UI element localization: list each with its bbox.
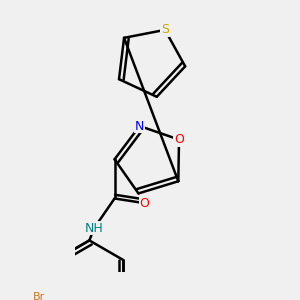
Text: O: O	[174, 133, 184, 146]
Text: NH: NH	[85, 222, 104, 235]
Text: O: O	[140, 196, 149, 210]
Text: Br: Br	[33, 292, 45, 300]
Text: N: N	[135, 119, 144, 133]
Text: S: S	[161, 23, 169, 36]
